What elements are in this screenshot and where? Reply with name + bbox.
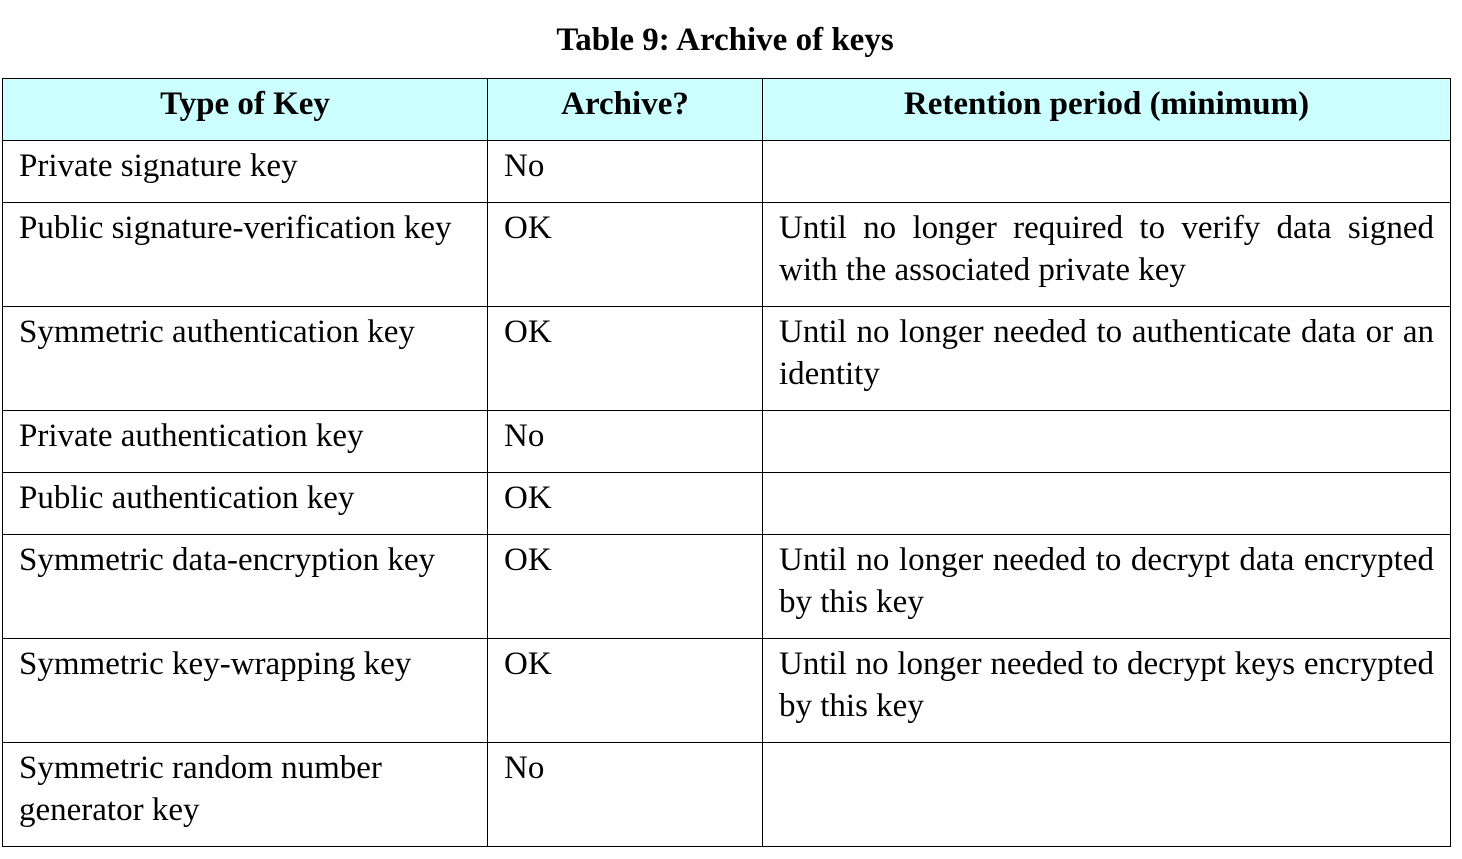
- archive-cell: No: [487, 140, 763, 203]
- retention-cell: [762, 472, 1451, 535]
- retention-cell: [762, 742, 1451, 847]
- key-type-cell: Private authentication key: [2, 410, 488, 473]
- retention-cell: Until no longer needed to authenticate d…: [762, 306, 1451, 411]
- header-retention-period: Retention period (minimum): [762, 78, 1451, 141]
- header-type-of-key: Type of Key: [2, 78, 488, 141]
- table-row: Symmetric authentication key OK Until no…: [2, 306, 1451, 411]
- archive-cell: OK: [487, 638, 763, 743]
- table-row: Public authentication key OK: [2, 472, 1451, 535]
- table-row: Symmetric random number generator key No: [2, 742, 1451, 847]
- retention-cell: [762, 410, 1451, 473]
- archive-of-keys-table: Type of Key Archive? Retention period (m…: [2, 78, 1451, 847]
- key-type-cell: Symmetric authentication key: [2, 306, 488, 411]
- archive-cell: OK: [487, 306, 763, 411]
- table-caption: Table 9: Archive of keys: [556, 22, 894, 58]
- key-type-cell: Symmetric data-encryption key: [2, 534, 488, 639]
- table-row: Public signature-verification key OK Unt…: [2, 202, 1451, 307]
- key-type-cell: Public signature-verification key: [2, 202, 488, 307]
- table-row: Symmetric key-wrapping key OK Until no l…: [2, 638, 1451, 743]
- table-row: Symmetric data-encryption key OK Until n…: [2, 534, 1451, 639]
- retention-cell: Until no longer needed to decrypt data e…: [762, 534, 1451, 639]
- archive-cell: OK: [487, 202, 763, 307]
- key-type-cell: Symmetric random number generator key: [2, 742, 488, 847]
- key-type-cell: Private signature key: [2, 140, 488, 203]
- retention-cell: Until no longer required to verify data …: [762, 202, 1451, 307]
- header-archive: Archive?: [487, 78, 763, 141]
- retention-cell: [762, 140, 1451, 203]
- key-type-cell: Symmetric key-wrapping key: [2, 638, 488, 743]
- key-type-cell: Public authentication key: [2, 472, 488, 535]
- table-header-row: Type of Key Archive? Retention period (m…: [2, 78, 1451, 141]
- table-row: Private signature key No: [2, 140, 1451, 203]
- archive-cell: No: [487, 742, 763, 847]
- table-row: Private authentication key No: [2, 410, 1451, 473]
- retention-cell: Until no longer needed to decrypt keys e…: [762, 638, 1451, 743]
- archive-cell: No: [487, 410, 763, 473]
- archive-cell: OK: [487, 534, 763, 639]
- archive-cell: OK: [487, 472, 763, 535]
